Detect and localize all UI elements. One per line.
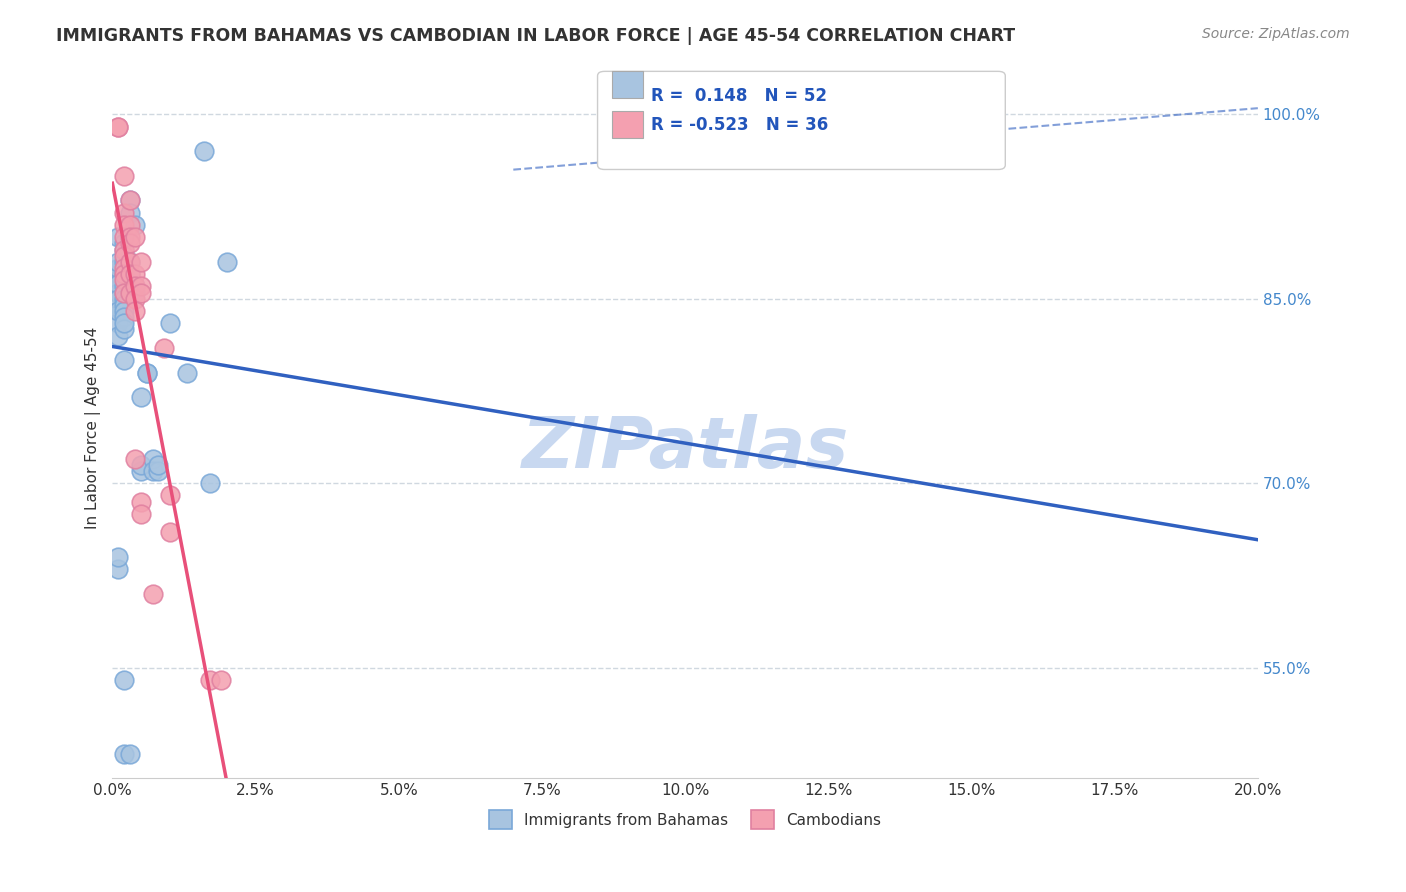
Point: [107, 277, 129, 291]
Point: [124, 285, 146, 300]
Point: [112, 292, 135, 306]
Point: [141, 451, 163, 466]
Point: [118, 267, 141, 281]
Point: [118, 285, 141, 300]
Text: ZIPatlas: ZIPatlas: [522, 415, 849, 483]
Point: [107, 260, 129, 275]
Point: [112, 322, 135, 336]
Point: [118, 194, 141, 208]
Point: [112, 267, 135, 281]
Point: [112, 218, 135, 232]
Point: [107, 255, 129, 269]
Point: [129, 390, 152, 404]
Point: [198, 673, 221, 687]
Point: [112, 249, 135, 263]
Point: [153, 341, 176, 355]
Point: [118, 747, 141, 761]
Point: [112, 273, 135, 287]
Point: [112, 747, 135, 761]
Point: [159, 316, 181, 330]
Point: [124, 279, 146, 293]
Text: Source: ZipAtlas.com: Source: ZipAtlas.com: [1202, 27, 1350, 41]
Point: [118, 279, 141, 293]
Point: [135, 366, 157, 380]
Point: [118, 230, 141, 244]
Point: [148, 458, 170, 472]
Point: [129, 285, 152, 300]
Point: [112, 236, 135, 251]
Point: [112, 285, 135, 300]
Point: [141, 587, 163, 601]
Point: [107, 285, 129, 300]
Point: [112, 255, 135, 269]
Text: R = -0.523   N = 36: R = -0.523 N = 36: [651, 116, 828, 134]
Point: [118, 267, 141, 281]
Point: [107, 120, 129, 134]
Point: [107, 328, 129, 343]
Point: [118, 255, 141, 269]
Point: [124, 230, 146, 244]
Point: [198, 476, 221, 491]
Legend: Immigrants from Bahamas, Cambodians: Immigrants from Bahamas, Cambodians: [485, 805, 886, 834]
Point: [124, 279, 146, 293]
Point: [112, 285, 135, 300]
Point: [112, 279, 135, 293]
Point: [112, 243, 135, 257]
Point: [159, 525, 181, 540]
Point: [176, 366, 198, 380]
Point: [124, 292, 146, 306]
Text: R =  0.148   N = 52: R = 0.148 N = 52: [651, 87, 827, 104]
Point: [124, 267, 146, 281]
Point: [107, 267, 129, 281]
Point: [124, 218, 146, 232]
Point: [129, 507, 152, 521]
Point: [129, 279, 152, 293]
Point: [159, 488, 181, 502]
Point: [107, 230, 129, 244]
Point: [107, 316, 129, 330]
Text: IMMIGRANTS FROM BAHAMAS VS CAMBODIAN IN LABOR FORCE | AGE 45-54 CORRELATION CHAR: IMMIGRANTS FROM BAHAMAS VS CAMBODIAN IN …: [56, 27, 1015, 45]
Point: [112, 267, 135, 281]
Point: [193, 145, 215, 159]
Point: [107, 273, 129, 287]
Point: [129, 458, 152, 472]
Point: [118, 205, 141, 219]
Point: [107, 120, 129, 134]
Point: [141, 464, 163, 478]
Point: [112, 353, 135, 368]
Point: [107, 304, 129, 318]
Point: [112, 310, 135, 325]
Point: [107, 292, 129, 306]
Point: [148, 464, 170, 478]
Point: [112, 205, 135, 219]
Point: [124, 451, 146, 466]
Point: [215, 255, 238, 269]
Point: [107, 304, 129, 318]
Point: [112, 260, 135, 275]
Point: [107, 562, 129, 576]
Point: [129, 255, 152, 269]
Point: [135, 366, 157, 380]
Point: [112, 316, 135, 330]
Point: [118, 194, 141, 208]
Point: [107, 549, 129, 564]
Point: [112, 304, 135, 318]
Point: [124, 304, 146, 318]
Point: [129, 494, 152, 508]
Point: [112, 230, 135, 244]
Point: [118, 255, 141, 269]
Point: [118, 218, 141, 232]
Point: [118, 236, 141, 251]
Point: [112, 169, 135, 183]
Y-axis label: In Labor Force | Age 45-54: In Labor Force | Age 45-54: [86, 326, 101, 529]
Point: [209, 673, 232, 687]
Point: [129, 464, 152, 478]
Point: [112, 243, 135, 257]
Point: [112, 673, 135, 687]
Point: [112, 298, 135, 312]
